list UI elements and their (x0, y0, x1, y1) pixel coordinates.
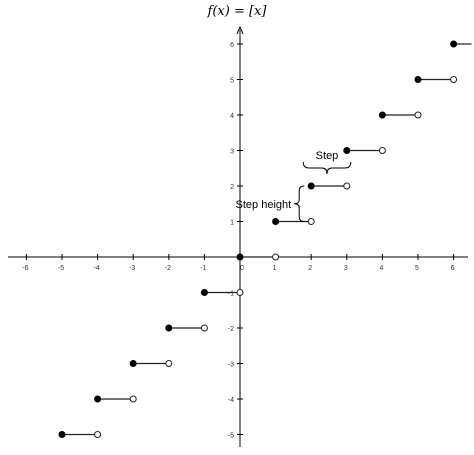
y-tick-label: 2 (230, 184, 234, 191)
x-tick-label: 4 (379, 265, 383, 272)
open-endpoint (236, 289, 244, 296)
closed-endpoint (378, 111, 386, 119)
chart-title: f(x) = [x] (207, 4, 267, 19)
y-tick-label: -5 (228, 433, 234, 440)
step-segment (378, 111, 422, 119)
closed-endpoint (414, 76, 422, 83)
step-segment (272, 218, 315, 225)
closed-endpoint (343, 147, 351, 154)
step-segment (450, 40, 472, 48)
closed-endpoint (307, 182, 315, 190)
y-tick-label: 1 (230, 220, 234, 227)
x-tick-label: 0 (240, 265, 244, 272)
closed-endpoint (236, 253, 244, 261)
open-endpoint (129, 395, 137, 403)
x-tick-label: -2 (165, 265, 171, 272)
y-tick-label: -3 (228, 362, 234, 369)
open-endpoint (343, 182, 351, 190)
closed-endpoint (129, 360, 137, 367)
step-segment (94, 395, 137, 403)
y-tick-label: 5 (230, 78, 234, 85)
step-segment (58, 431, 102, 438)
open-endpoint (414, 111, 422, 119)
x-tick-label: -4 (93, 265, 99, 272)
open-endpoint (165, 360, 173, 367)
closed-endpoint (94, 395, 102, 403)
closed-endpoint (58, 431, 66, 438)
x-tick-label: -1 (200, 265, 206, 272)
step-segment (343, 147, 386, 154)
open-endpoint (200, 324, 208, 332)
x-tick-label: 1 (273, 265, 277, 272)
y-tick-label: -4 (228, 397, 234, 404)
y-tick-label: 6 (230, 42, 234, 49)
x-tick-label: 2 (308, 265, 312, 272)
step-segment (129, 360, 173, 367)
step-segment (414, 76, 458, 83)
x-tick-label: 5 (415, 265, 419, 272)
step-label: Step (316, 150, 339, 162)
step-segment (200, 289, 244, 296)
y-tick-label: -2 (228, 326, 234, 333)
step-segment (165, 324, 208, 332)
step-height-label: Step height (236, 199, 292, 211)
open-endpoint (450, 76, 458, 83)
closed-endpoint (200, 289, 208, 296)
y-tick-label: 4 (230, 113, 234, 120)
y-tick-label: 3 (230, 149, 234, 156)
open-endpoint (94, 431, 102, 438)
x-tick-label: -5 (58, 265, 64, 272)
open-endpoint (272, 253, 280, 261)
step-segment (307, 182, 351, 190)
closed-endpoint (165, 324, 173, 332)
open-endpoint (307, 218, 315, 225)
step-height-brace (294, 185, 305, 222)
x-tick-label: 3 (344, 265, 348, 272)
x-tick-label: -3 (129, 265, 135, 272)
step-brace (302, 161, 352, 175)
x-tick-label: 6 (451, 265, 455, 272)
open-endpoint (378, 147, 386, 154)
step-segment (236, 253, 280, 261)
y-tick-label: -1 (228, 291, 234, 298)
x-tick-label: -6 (22, 265, 28, 272)
closed-endpoint (450, 40, 458, 48)
closed-endpoint (272, 218, 280, 225)
